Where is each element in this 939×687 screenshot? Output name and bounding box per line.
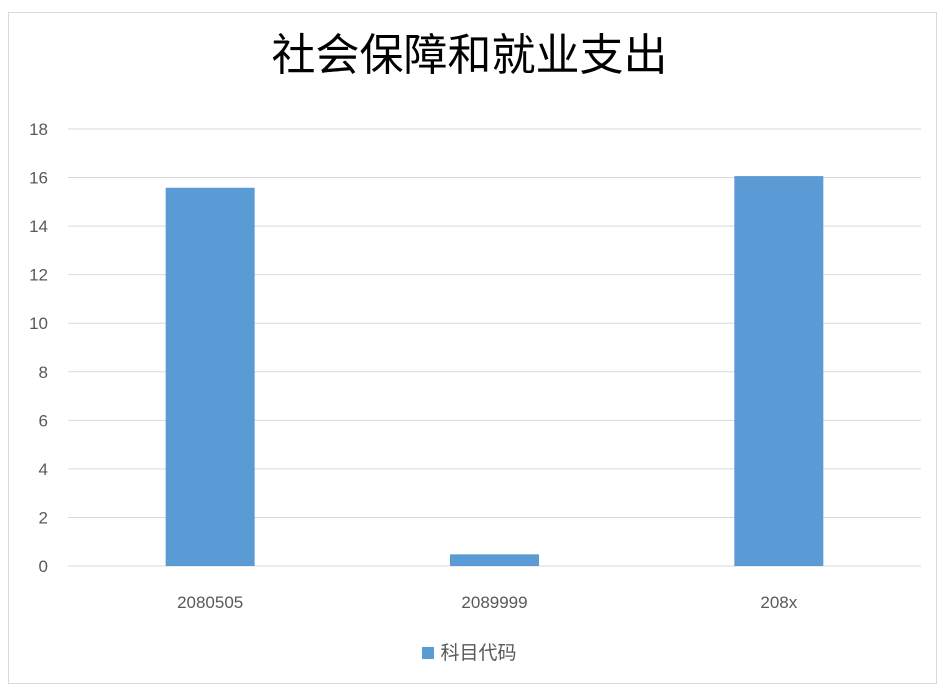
x-tick-label: 2089999	[461, 593, 527, 612]
y-tick-label: 4	[39, 460, 48, 479]
y-tick-label: 2	[39, 508, 48, 527]
bars	[165, 176, 824, 567]
legend-label: 科目代码	[440, 642, 517, 664]
x-axis-ticks: 2080505 2089999 208x	[177, 593, 798, 612]
y-tick-label: 0	[39, 557, 48, 576]
legend: 科目代码	[0, 640, 939, 666]
bar-2089999	[450, 554, 539, 566]
y-tick-label: 14	[29, 217, 48, 236]
bar-208x	[734, 176, 824, 567]
x-tick-label: 2080505	[177, 593, 243, 612]
chart-title: 社会保障和就业支出	[271, 30, 668, 81]
y-tick-label: 16	[29, 169, 48, 188]
y-tick-label: 10	[29, 314, 48, 333]
y-tick-label: 18	[29, 120, 48, 139]
bar-2080505	[165, 187, 255, 566]
x-tick-label: 208x	[760, 593, 797, 612]
legend-swatch	[422, 647, 435, 659]
y-axis-ticks: 0 2 4 6 8 10 12 14 16 18	[29, 120, 48, 576]
y-tick-label: 6	[39, 411, 48, 430]
y-tick-label: 12	[29, 266, 48, 285]
y-tick-label: 8	[39, 363, 48, 382]
